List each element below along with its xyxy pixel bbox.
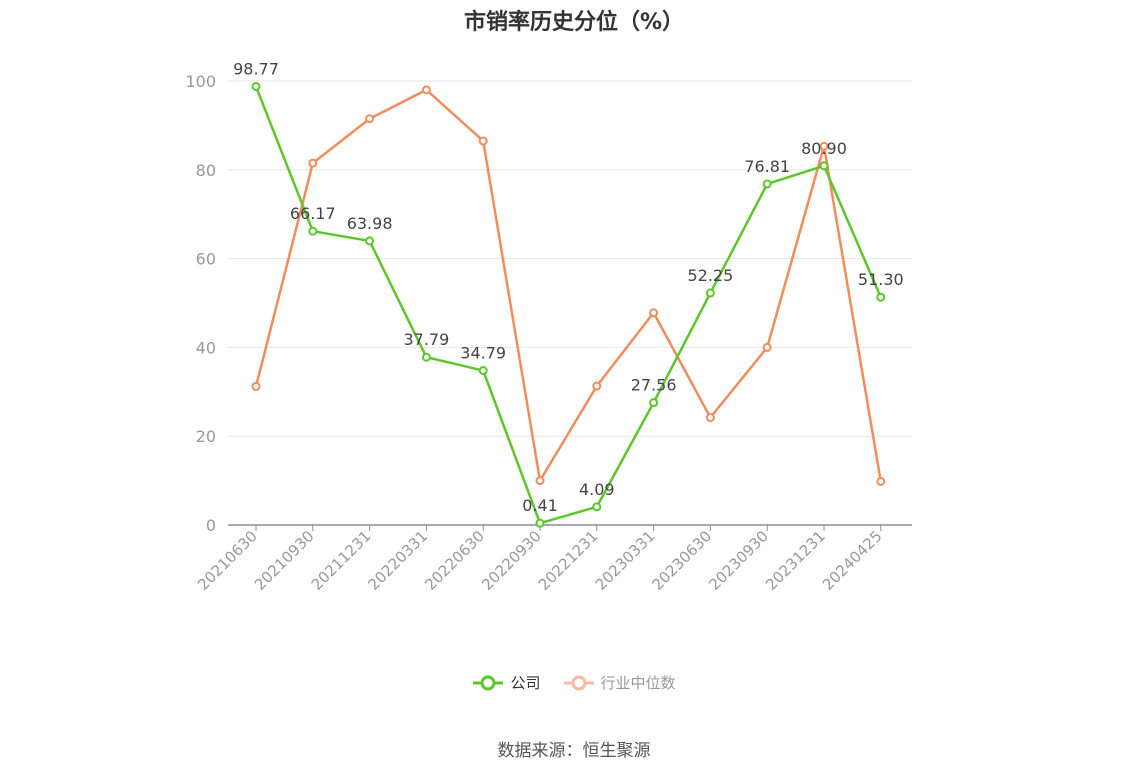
data-label: 52.25	[687, 266, 733, 285]
legend-company-marker-icon	[473, 675, 504, 690]
legend: 公司 行业中位数	[0, 672, 1148, 693]
data-point	[592, 381, 602, 391]
series-line	[254, 88, 883, 482]
legend-industry-label: 行业中位数	[600, 674, 676, 692]
x-tick-label: 20220331	[365, 527, 432, 594]
data-point	[308, 158, 318, 168]
data-label: 0.41	[522, 496, 558, 515]
data-point	[478, 366, 488, 376]
x-tick-label: 20211231	[308, 527, 375, 594]
data-point	[876, 292, 886, 302]
data-point	[421, 352, 431, 362]
grid-lines	[228, 80, 912, 437]
data-point	[365, 114, 375, 124]
data-point	[478, 136, 488, 146]
data-point	[421, 85, 431, 95]
data-point	[592, 502, 602, 512]
data-label: 34.79	[460, 344, 506, 363]
series	[251, 81, 886, 528]
x-tick-label: 20210930	[251, 527, 318, 594]
data-point	[762, 179, 772, 189]
data-label: 4.09	[579, 480, 615, 499]
legend-item-company[interactable]: 公司	[472, 672, 541, 693]
y-tick-label: 20	[196, 427, 216, 446]
series-line	[254, 86, 882, 525]
chart-plot: 0204060801002021063020210930202112312022…	[185, 59, 912, 594]
y-tick-label: 100	[185, 72, 216, 91]
data-point	[649, 308, 659, 318]
data-point	[251, 81, 261, 91]
data-label: 80.90	[801, 139, 847, 158]
x-tick-label: 20220630	[421, 527, 488, 594]
x-tick-label: 20220930	[478, 527, 545, 594]
data-label: 98.77	[233, 59, 279, 78]
data-point	[365, 236, 375, 246]
data-point	[535, 518, 545, 528]
x-tick-label: 20230630	[649, 527, 716, 594]
y-tick-label: 0	[206, 516, 216, 535]
data-label: 27.56	[631, 376, 677, 395]
y-tick-label: 40	[196, 338, 216, 357]
y-tick-label: 60	[196, 250, 216, 269]
y-tick-label: 80	[196, 161, 216, 180]
legend-industry-marker-icon	[563, 675, 594, 690]
x-tick-label: 20230930	[705, 527, 772, 594]
data-point	[649, 398, 659, 408]
source-note: 数据来源：恒生聚源	[497, 741, 651, 761]
legend-item-industry[interactable]: 行业中位数	[563, 672, 676, 693]
x-tick-label: 20240425	[819, 527, 886, 594]
data-point	[762, 342, 772, 352]
data-point	[876, 476, 886, 486]
data-label: 51.30	[858, 270, 904, 289]
x-tick-label: 20230331	[592, 527, 659, 594]
x-tick-label: 20221231	[535, 527, 602, 594]
x-tick-label: 20231231	[762, 527, 829, 594]
data-label: 37.79	[403, 330, 449, 349]
x-tick-label: 20210630	[194, 527, 261, 594]
data-point	[251, 381, 261, 391]
chart-title: 市销率历史分位（%）	[463, 10, 685, 35]
data-label: 66.17	[290, 204, 336, 223]
legend-company-label: 公司	[510, 674, 541, 692]
data-point	[705, 288, 715, 298]
data-point	[308, 226, 318, 236]
data-label: 76.81	[744, 157, 790, 176]
data-point	[535, 476, 545, 486]
data-label: 63.98	[347, 214, 393, 233]
data-labels: 98.77 66.17 63.98 37.79 34.79 0.41 4.09 27.56 52…	[233, 59, 904, 515]
data-point	[819, 141, 829, 151]
data-point	[705, 413, 715, 423]
data-point	[819, 161, 829, 171]
